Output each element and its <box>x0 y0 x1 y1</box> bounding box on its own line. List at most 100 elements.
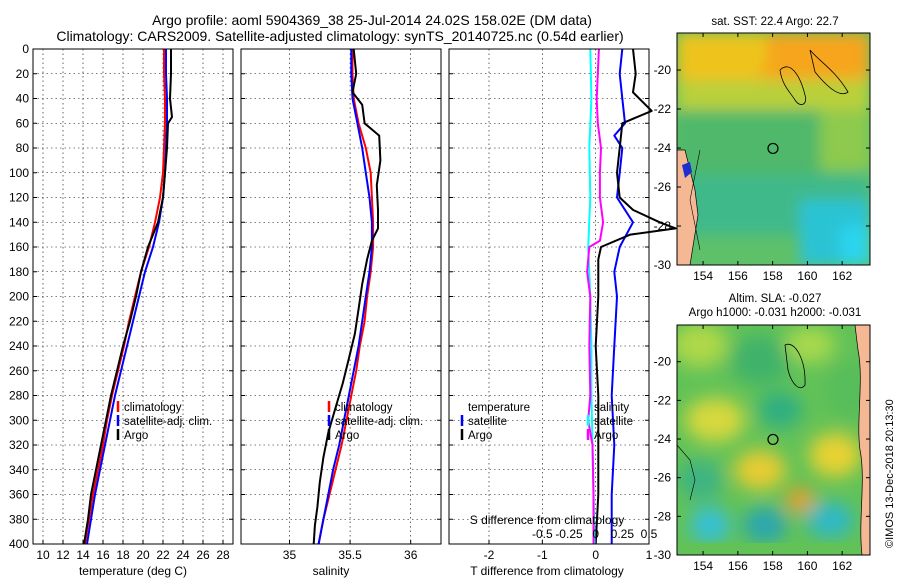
depth-tick-label: 280 <box>9 389 29 403</box>
sla-lon-ticks: 154 156 158 160 162 <box>693 325 853 573</box>
x-tick-label: 18 <box>116 548 130 562</box>
x-tick-label: 1 <box>646 548 653 562</box>
temperature-legend: climatology satellite-adj. clim. Argo <box>116 401 212 442</box>
series-line-satellite-adj-clim- <box>317 49 373 545</box>
x-tick-label: 20 <box>136 548 150 562</box>
lat-tick-label: -26 <box>654 471 672 485</box>
depth-tick-label: 320 <box>9 438 29 452</box>
legend-t-argo-label: Argo <box>468 430 492 442</box>
difference-axes-frame <box>448 48 650 545</box>
depth-tick-label: 40 <box>16 92 30 106</box>
lat-tick-label: -28 <box>654 509 672 523</box>
lat-tick-label: -24 <box>654 141 672 155</box>
sla-map-frame <box>676 324 871 556</box>
legend-satellite-label: satellite-adj. clim. <box>335 416 423 428</box>
lat-tick-label: -30 <box>654 548 672 562</box>
x-tick-label: 26 <box>196 548 210 562</box>
lon-tick-label: 154 <box>693 559 713 573</box>
legend-satellite-label: satellite-adj. clim. <box>124 416 212 428</box>
difference-legend: temperature satellite Argo salinity sate… <box>460 402 633 442</box>
depth-tick-label: 0 <box>22 42 29 56</box>
depth-tick-label: 240 <box>9 339 29 353</box>
lon-tick-label: 156 <box>728 559 748 573</box>
depth-tick-label: 300 <box>9 413 29 427</box>
sla-field <box>677 325 870 543</box>
x-tick-label: 22 <box>156 548 170 562</box>
lon-tick-label: 162 <box>832 559 852 573</box>
sst-contour <box>689 149 701 251</box>
s-tick-label: 0 <box>592 527 599 541</box>
sla-map: Altim. SLA: -0.027 Argo h1000: -0.031 h2… <box>654 293 871 573</box>
legend-s-satellite-label: satellite <box>594 416 633 428</box>
s-difference-label: S difference from climatology <box>470 513 625 527</box>
depth-tick-label: 260 <box>9 364 29 378</box>
sst-contour <box>779 66 807 105</box>
x-tick-label: -1 <box>537 548 548 562</box>
lon-tick-label: 158 <box>763 559 783 573</box>
sla-contour <box>677 444 696 501</box>
lon-tick-label: 162 <box>832 269 852 283</box>
lat-tick-label: -22 <box>654 102 672 116</box>
salinity-grid <box>241 48 441 545</box>
sst-land <box>677 149 699 265</box>
temperature-xlabel: temperature (deg C) <box>79 564 187 578</box>
sla-contour <box>784 343 806 389</box>
lat-tick-label: -28 <box>654 219 672 233</box>
sst-contour <box>809 49 849 95</box>
temperature-axes-frame <box>32 48 234 545</box>
depth-tick-label: 80 <box>16 141 30 155</box>
difference-panel: -2 -1 0 1 -0.5 -0.25 0 0.25 0.5 S difference fr… <box>448 48 677 578</box>
legend-argo-label: Argo <box>124 430 148 442</box>
series-line-temperature-satellite <box>610 48 634 544</box>
salinity-legend: climatology satellite-adj. clim. Argo <box>327 401 423 442</box>
legend-salinity-heading: salinity <box>594 402 629 414</box>
sla-map-subtitle: Argo h1000: -0.031 h2000: -0.031 <box>689 307 862 319</box>
sst-lat-ticks: -20 -22 -24 -26 -28 -30 <box>654 63 870 272</box>
sla-land <box>854 325 870 555</box>
series-line-climatology <box>317 49 375 545</box>
depth-tick-label: 120 <box>9 191 29 205</box>
lon-tick-label: 160 <box>797 269 817 283</box>
legend-climatology-label: climatology <box>335 402 393 414</box>
x-tick-label: 35 <box>283 548 297 562</box>
salinity-lines <box>312 48 382 545</box>
x-tick-label: 10 <box>36 548 50 562</box>
depth-ticks: 0 20 40 60 80 100 120 140 160 180 200 220 240 260 280 3… <box>9 42 29 551</box>
x-tick-label: 0 <box>592 548 599 562</box>
imos-timestamp: ©IMOS 13-Dec-2018 20:13:30 <box>884 399 896 548</box>
s-tick-label: -0.25 <box>555 527 583 541</box>
difference-grid <box>449 48 650 545</box>
series-line-temperature-argo <box>594 48 677 545</box>
lon-tick-label: 160 <box>797 559 817 573</box>
x-tick-label: 36 <box>404 548 418 562</box>
depth-tick-label: 180 <box>9 265 29 279</box>
x-tick-label: 28 <box>216 548 230 562</box>
difference-x-ticks: -2 -1 0 1 <box>484 548 653 562</box>
salinity-panel: 35 35.5 36 salinity climatology satellite-… <box>240 48 442 578</box>
x-tick-label: 35.5 <box>338 548 362 562</box>
sst-map-frame <box>676 32 871 266</box>
x-tick-label: 16 <box>96 548 110 562</box>
depth-tick-label: 200 <box>9 290 29 304</box>
salinity-axes-frame <box>240 48 442 545</box>
sst-field <box>677 33 870 265</box>
temperature-panel: 10 12 14 16 18 20 22 24 26 28 0 20 40 60 80 100 120 140 1… <box>9 42 234 578</box>
s-tick-label: 0.25 <box>611 527 635 541</box>
depth-tick-label: 220 <box>9 314 29 328</box>
title-line1: Argo profile: aoml 5904369_38 25-Jul-201… <box>152 12 592 28</box>
temperature-x-ticks: 10 12 14 16 18 20 22 24 26 28 <box>36 548 230 562</box>
x-tick-label: 24 <box>176 548 190 562</box>
sla-map-title: Altim. SLA: -0.027 <box>729 293 822 305</box>
argo-location-marker <box>767 142 779 155</box>
depth-tick-label: 160 <box>9 240 29 254</box>
lon-tick-label: 156 <box>728 269 748 283</box>
depth-tick-label: 340 <box>9 463 29 477</box>
lat-tick-label: -26 <box>654 180 672 194</box>
salinity-x-ticks: 35 35.5 36 <box>283 548 418 562</box>
temperature-grid <box>33 48 233 545</box>
depth-tick-label: 100 <box>9 166 29 180</box>
s-tick-label: 0.5 <box>641 527 658 541</box>
legend-t-satellite-label: satellite <box>468 416 507 428</box>
s-tick-label: -0.5 <box>532 527 553 541</box>
